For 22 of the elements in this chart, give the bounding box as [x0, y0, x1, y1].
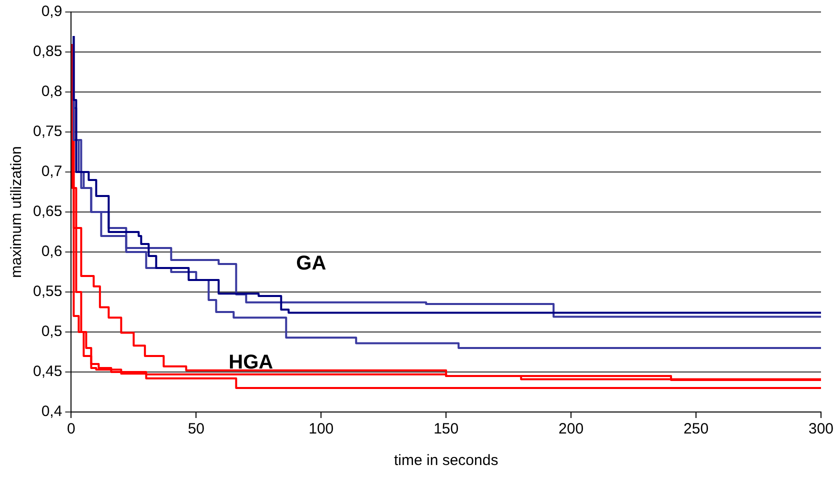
x-tick-label: 300 [808, 420, 834, 438]
x-tick-label: 100 [308, 420, 334, 438]
y-tick-label: 0,55 [32, 283, 62, 300]
x-axis-title: time in seconds [394, 452, 498, 470]
y-tick-label: 0,5 [41, 323, 62, 340]
x-tick-label: 200 [558, 420, 584, 438]
y-tick-label: 0,8 [41, 83, 62, 100]
y-tick-label: 0,75 [32, 123, 62, 140]
y-tick-label: 0,4 [41, 403, 62, 420]
y-tick-label: 0,6 [41, 243, 62, 260]
y-tick-label: 0,65 [32, 203, 62, 220]
x-tick-label: 150 [434, 420, 459, 438]
x-tick-label: 250 [684, 420, 709, 438]
annotation: GA [296, 252, 326, 275]
y-tick-label: 0,9 [41, 3, 62, 20]
y-tick-label: 0,7 [41, 163, 62, 180]
y-tick-label: 0,85 [32, 43, 62, 60]
x-tick-label: 0 [67, 420, 76, 438]
y-tick-label: 0,45 [32, 363, 62, 380]
y-axis-title: maximum utilization [8, 146, 26, 278]
x-tick-label: 50 [188, 420, 205, 438]
annotation: HGA [228, 351, 274, 374]
